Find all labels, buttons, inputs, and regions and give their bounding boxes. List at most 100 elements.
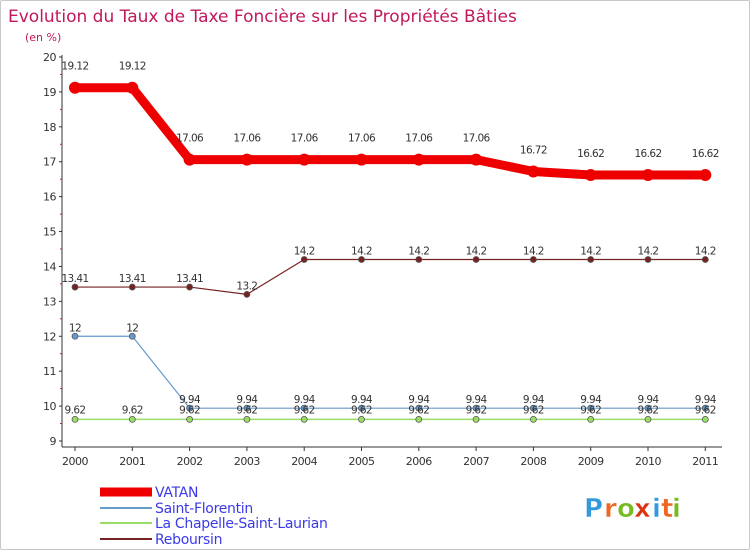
legend-label: Reboursin: [155, 532, 222, 548]
y-tick-label: 12: [43, 330, 56, 343]
series-la-chapelle-saint-laurian: [71, 415, 709, 423]
y-tick-label: 15: [43, 226, 56, 239]
data-point: [584, 168, 597, 181]
data-label: 9.62: [65, 404, 86, 416]
data-label: 14.2: [695, 245, 716, 257]
data-label: 9.62: [236, 404, 257, 416]
legend-label: Saint-Florentin: [155, 501, 253, 517]
data-label: 9.94: [294, 394, 316, 406]
data-label: 16.62: [634, 148, 661, 160]
data-point: [128, 332, 136, 340]
data-label: 14.2: [408, 245, 429, 257]
data-point: [243, 415, 251, 423]
data-point: [587, 256, 595, 263]
logo-letter: P: [584, 494, 603, 524]
x-tick-label: 2008: [520, 455, 546, 468]
series-layer: [69, 81, 712, 423]
y-axis-ticks: 9 10 11 12 13 14 15 16 17 18 19 20: [43, 51, 62, 448]
data-label: 17.06: [348, 133, 376, 145]
data-label: 13.41: [61, 273, 88, 285]
data-label: 9.94: [236, 394, 258, 406]
x-tick-label: 2007: [463, 455, 489, 468]
y-tick-label: 13: [43, 295, 56, 308]
data-point: [644, 404, 652, 412]
data-label: 9.94: [695, 394, 717, 406]
data-point: [128, 415, 136, 423]
data-point: [530, 404, 537, 412]
data-label: 17.06: [463, 133, 491, 145]
x-tick-label: 2010: [635, 455, 661, 468]
data-label: 13.41: [119, 273, 146, 285]
x-axis-ticks: 2000 2001 2002 2003 2004 2005 2006 2007 2008 2009…: [62, 447, 719, 468]
series-saint-florentin: [71, 332, 709, 412]
logo-letter: i: [672, 494, 681, 524]
data-point: [587, 404, 595, 412]
data-point: [644, 256, 652, 263]
data-point: [71, 415, 79, 423]
data-label: 16.72: [520, 145, 547, 157]
data-point: [126, 81, 139, 94]
data-label: 9.94: [580, 394, 602, 406]
data-label: 14.2: [351, 245, 372, 257]
data-label: 12: [69, 322, 81, 334]
y-tick-label: 20: [43, 51, 56, 64]
data-point: [587, 415, 595, 423]
data-label: 13.2: [236, 280, 257, 292]
data-label: 17.06: [291, 133, 319, 145]
data-point: [415, 415, 423, 423]
data-point: [186, 415, 194, 423]
logo-letter: r: [604, 494, 617, 524]
data-point: [530, 256, 537, 263]
y-tick-label: 9: [50, 435, 57, 448]
data-label: 19.12: [61, 61, 88, 73]
data-label: 9.94: [523, 394, 545, 406]
data-label: 17.06: [405, 133, 433, 145]
data-label: 17.06: [176, 133, 204, 145]
data-point: [701, 256, 709, 263]
data-label: 9.94: [466, 394, 488, 406]
data-label: 9.62: [580, 404, 601, 416]
y-tick-label: 11: [43, 365, 56, 378]
data-point: [358, 415, 365, 423]
data-point: [186, 404, 194, 412]
unit-label: (en %): [25, 31, 61, 44]
x-tick-label: 2001: [119, 455, 145, 468]
data-label: 9.62: [351, 404, 372, 416]
series-line: [70, 83, 710, 180]
data-point: [240, 153, 253, 166]
data-point: [358, 404, 365, 412]
data-label: 9.62: [638, 404, 659, 416]
series-vatan: [69, 81, 712, 181]
x-tick-label: 2005: [349, 455, 375, 468]
data-point: [699, 168, 712, 181]
data-label: 9.94: [638, 394, 660, 406]
legend-label: La Chapelle-Saint-Laurian: [155, 516, 328, 532]
data-point: [69, 81, 81, 94]
data-point: [128, 283, 136, 291]
data-label: 12: [126, 322, 138, 334]
data-label: 9.62: [695, 404, 716, 416]
y-tick-label: 14: [43, 260, 56, 273]
data-label: 16.62: [577, 148, 604, 160]
y-tick-label: 16: [43, 191, 56, 204]
data-point: [642, 168, 654, 181]
legend-item: La Chapelle-Saint-Laurian: [100, 516, 328, 532]
legend-item: Reboursin: [100, 532, 222, 548]
data-label: 14.2: [580, 245, 601, 257]
data-point: [701, 404, 709, 412]
logo-letter: x: [634, 494, 651, 524]
data-point: [183, 153, 196, 166]
data-label: 17.06: [233, 133, 261, 145]
data-point: [300, 404, 308, 412]
data-point: [243, 404, 251, 412]
data-label: 9.62: [294, 404, 315, 416]
x-tick-label: 2003: [234, 455, 260, 468]
axes: [61, 55, 722, 448]
data-point: [472, 404, 480, 412]
data-point: [300, 415, 308, 423]
data-label: 9.94: [179, 394, 201, 406]
data-label: 14.2: [638, 245, 659, 257]
chart-title: Evolution du Taux de Taxe Foncière sur l…: [8, 7, 517, 27]
logo-letter: i: [652, 494, 661, 524]
